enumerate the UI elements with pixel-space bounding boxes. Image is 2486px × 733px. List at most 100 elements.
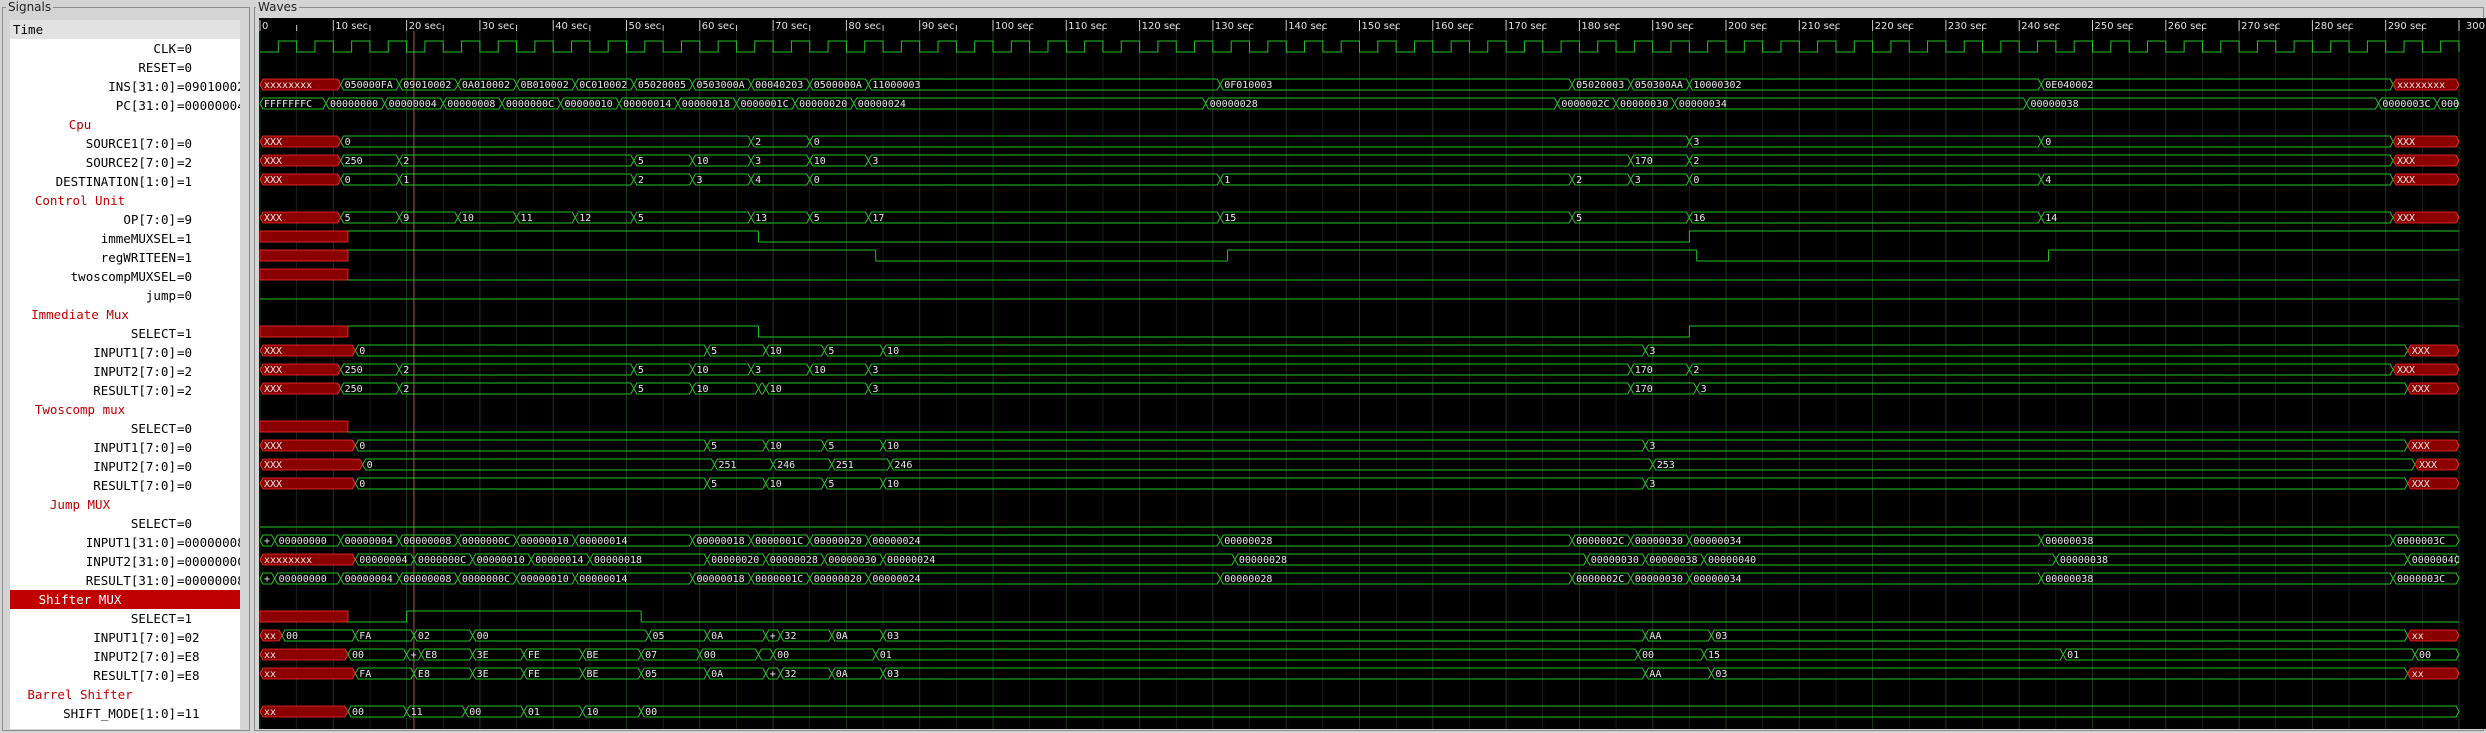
signal-row-18[interactable]: RESULT[7:0] =2 [10,381,240,400]
signal-row-33[interactable]: RESULT[7:0] =E8 [10,666,240,685]
signal-row-7[interactable]: DESTINATION[1:0] =1 [10,172,240,191]
signal-row-28[interactable]: RESULT[31:0] =00000008 [10,571,240,590]
signal-row-11[interactable]: regWRITEEN =1 [10,248,240,267]
bus-value-label: 10 [696,365,708,376]
signal-group-24[interactable]: Jump MUX [49,497,111,512]
timeline-label: 40 sec [555,21,588,32]
signal-row-6[interactable]: SOURCE2[7:0] =2 [10,153,240,172]
signal-row-16[interactable]: INPUT1[7:0] =0 [10,343,240,362]
bus-value-label: FFFFFFFC [264,99,312,110]
timeline-label: 140 sec [1288,21,1327,32]
bus-segment [2407,553,2460,566]
bus-value-label: 4 [755,175,761,186]
timeline-label: 180 sec [1581,21,1620,32]
signal-group-14[interactable]: Immediate Mux [31,307,129,322]
bus-value-label: 170 [1635,156,1653,167]
bus-value-label: XXX [2397,156,2415,167]
bus-value-label: E8 [425,650,437,661]
bus-value-label: 17 [872,213,884,224]
signal-row-3[interactable]: PC[31:0] =00000004 [10,96,240,115]
bus-value-label: 2 [1693,365,1699,376]
bus-value-label: 050300AA [1635,80,1683,91]
signal-row-26[interactable]: INPUT1[31:0] =00000008 [10,533,240,552]
signal-row-27[interactable]: INPUT2[31:0] =0000000C [10,552,240,571]
signal-row-1[interactable]: RESET =0 [10,58,240,77]
undefined-bus-segment [2407,382,2460,395]
bus-value-label: 5 [638,156,644,167]
signal-name: PC[31:0] [115,98,176,113]
signal-list[interactable]: Time CLK =0 RESET =0 INS[31:0] =09010002 PC[31… [10,20,240,729]
signal-group-34[interactable]: Barrel Shifter [27,687,133,702]
bus-value-label: 00000030 [1591,555,1639,566]
signal-row-12[interactable]: twoscompMUXSEL =0 [10,267,240,286]
bus-value-label: xxxxxxxx [264,80,312,91]
bus-value-label: 10 [587,707,599,718]
bus-value-label: 10 [814,365,826,376]
signal-row-25[interactable]: SELECT =0 [10,514,240,533]
timeline-label: 270 sec [2241,21,2280,32]
bus-value-label: 00000034 [1679,99,1727,110]
signal-row-31[interactable]: INPUT1[7:0] =02 [10,628,240,647]
bus-value-label: + [264,536,270,547]
bus-value-label: 3 [1649,479,1655,490]
bus-value-label: 00000008 [447,99,495,110]
bus-value-label: 00000030 [828,555,876,566]
signal-row-20[interactable]: SELECT =0 [10,419,240,438]
bus-value-label: 00000010 [565,99,613,110]
bus-value-label: 00000040 [1708,555,1756,566]
signal-row-30[interactable]: SELECT =1 [10,609,240,628]
timeline-label: 280 sec [2314,21,2353,32]
signal-row-32[interactable]: INPUT2[7:0] =E8 [10,647,240,666]
wave-svg[interactable]: 0 10 sec 20 sec 30 sec 40 sec 50 sec 60 sec 70 … [259,18,2486,729]
signal-name: RESULT[31:0] [85,573,176,588]
bus-value-label: 00000000 [279,536,327,547]
bus-value-label: 00000038 [1649,555,1697,566]
bus-value-label: 10 [887,479,899,490]
signals-frame [2,7,250,731]
bus-value-label: 13 [755,213,767,224]
timeline-label: 300 [2466,21,2485,32]
signal-row-23[interactable]: RESULT[7:0] =0 [10,476,240,495]
signal-group-29[interactable]: Shifter MUX [10,590,240,609]
signal-row-9[interactable]: OP[7:0] =9 [10,210,240,229]
signal-row-2[interactable]: INS[31:0] =09010002 [10,77,240,96]
signal-row-5[interactable]: SOURCE1[7:0] =0 [10,134,240,153]
signal-row-15[interactable]: SELECT =1 [10,324,240,343]
signal-group-4[interactable]: Cpu [68,117,92,132]
signal-group-8[interactable]: Control Unit [34,193,126,208]
signal-row-0[interactable]: CLK =0 [10,39,240,58]
bus-value-label: 3 [872,156,878,167]
signal-group-19[interactable]: Twoscomp mux [34,402,126,417]
bus-value-label: + [411,650,417,661]
bus-value-label: 2 [403,365,409,376]
timeline-label: 240 sec [2021,21,2060,32]
bus-value-label: 15 [1708,650,1720,661]
signal-row-22[interactable]: INPUT2[7:0] =0 [10,457,240,476]
signal-name: INPUT1[7:0] [93,440,176,455]
undefined-bus-segment [2392,173,2460,186]
bus-value-label: + [770,669,776,680]
bus-value-label: 00040203 [755,80,803,91]
bus-value-label: 10 [814,156,826,167]
bus-value-label: 5 [711,346,717,357]
bus-value-label: XXX [2397,175,2415,186]
bus-value-label: XXX [264,346,282,357]
signal-row-13[interactable]: jump =0 [10,286,240,305]
wave-canvas[interactable]: 0 10 sec 20 sec 30 sec 40 sec 50 sec 60 sec 70 … [259,18,2486,729]
signal-row-35[interactable]: SHIFT_MODE[1:0] =11 [10,704,240,723]
signal-name: CLK [153,41,176,56]
bus-value-label: 00 [1642,650,1654,661]
signal-row-10[interactable]: immeMUXSEL =1 [10,229,240,248]
bus-value-label: 00000028 [1210,99,1258,110]
signal-row-21[interactable]: INPUT1[7:0] =0 [10,438,240,457]
signal-value: =1 [177,611,193,626]
bus-value-label: 10 [770,346,782,357]
bus-value-label: 0000002C [1561,99,1609,110]
time-row[interactable]: Time [10,20,240,39]
signal-row-17[interactable]: INPUT2[7:0] =2 [10,362,240,381]
bus-value-label: XXX [2397,137,2415,148]
bus-value-label: XXX [264,156,282,167]
signal-value: =11 [177,706,200,721]
signal-value: =0 [177,60,193,75]
bus-value-label: XXX [2397,365,2415,376]
